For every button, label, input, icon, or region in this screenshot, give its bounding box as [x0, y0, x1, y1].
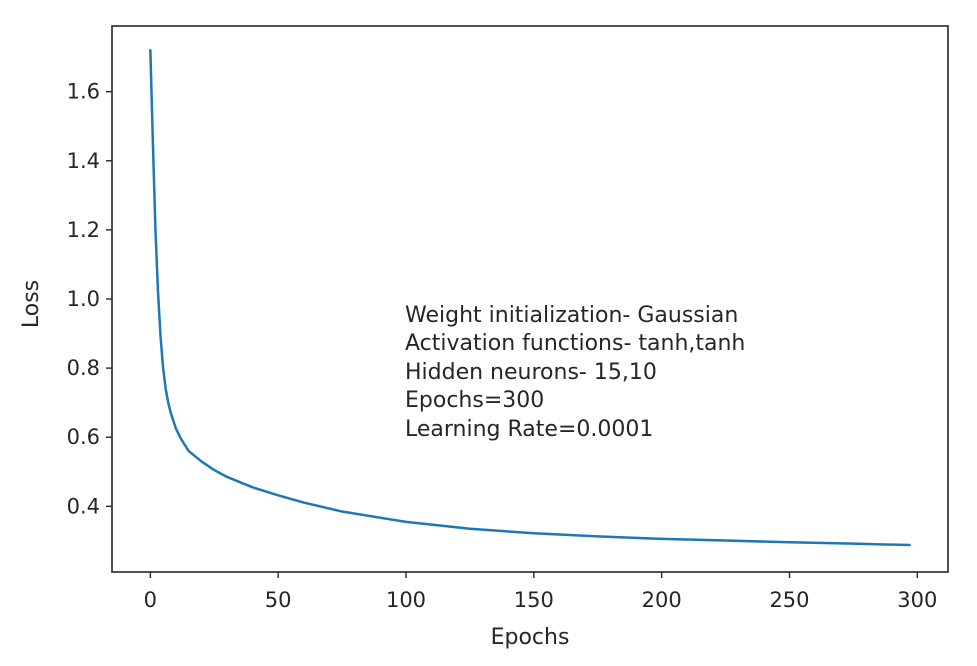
x-tick-label: 0 — [144, 588, 157, 612]
x-tick-label: 100 — [386, 588, 426, 612]
annotation-line-weight-init: Weight initialization- Gaussian — [405, 303, 738, 328]
x-tick-label: 200 — [642, 588, 682, 612]
x-tick-label: 150 — [514, 588, 554, 612]
plot-area-frame — [111, 25, 949, 573]
x-tick-label: 250 — [769, 588, 809, 612]
loss-series-line — [149, 48, 911, 547]
y-tick-label: 1.6 — [67, 80, 100, 104]
x-axis-ticks: 0 50 100 150 200 250 300 — [144, 572, 937, 612]
annotation-line-learning-rate: Learning Rate=0.0001 — [405, 417, 653, 442]
x-tick-label: 300 — [897, 588, 937, 612]
annotation-line-hidden-neurons: Hidden neurons- 15,10 — [405, 360, 657, 385]
y-tick-label: 0.8 — [67, 356, 100, 380]
y-tick-label: 0.4 — [67, 494, 100, 518]
y-tick-label: 1.0 — [67, 287, 100, 311]
x-tick-label: 50 — [265, 588, 292, 612]
y-tick-label: 1.4 — [67, 149, 100, 173]
y-tick-label: 1.2 — [67, 218, 100, 242]
annotation-text: Weight initialization- Gaussian Activati… — [405, 303, 750, 442]
y-tick-label: 0.6 — [67, 425, 100, 449]
y-axis-ticks: 0.4 0.6 0.8 1.0 1.2 1.4 1.6 — [67, 80, 112, 518]
annotation-line-activation: Activation functions- tanh,tanh — [405, 331, 745, 356]
annotation-line-epochs: Epochs=300 — [405, 388, 544, 413]
y-axis-label: Loss — [19, 280, 44, 328]
x-axis-label: Epochs — [491, 625, 570, 650]
